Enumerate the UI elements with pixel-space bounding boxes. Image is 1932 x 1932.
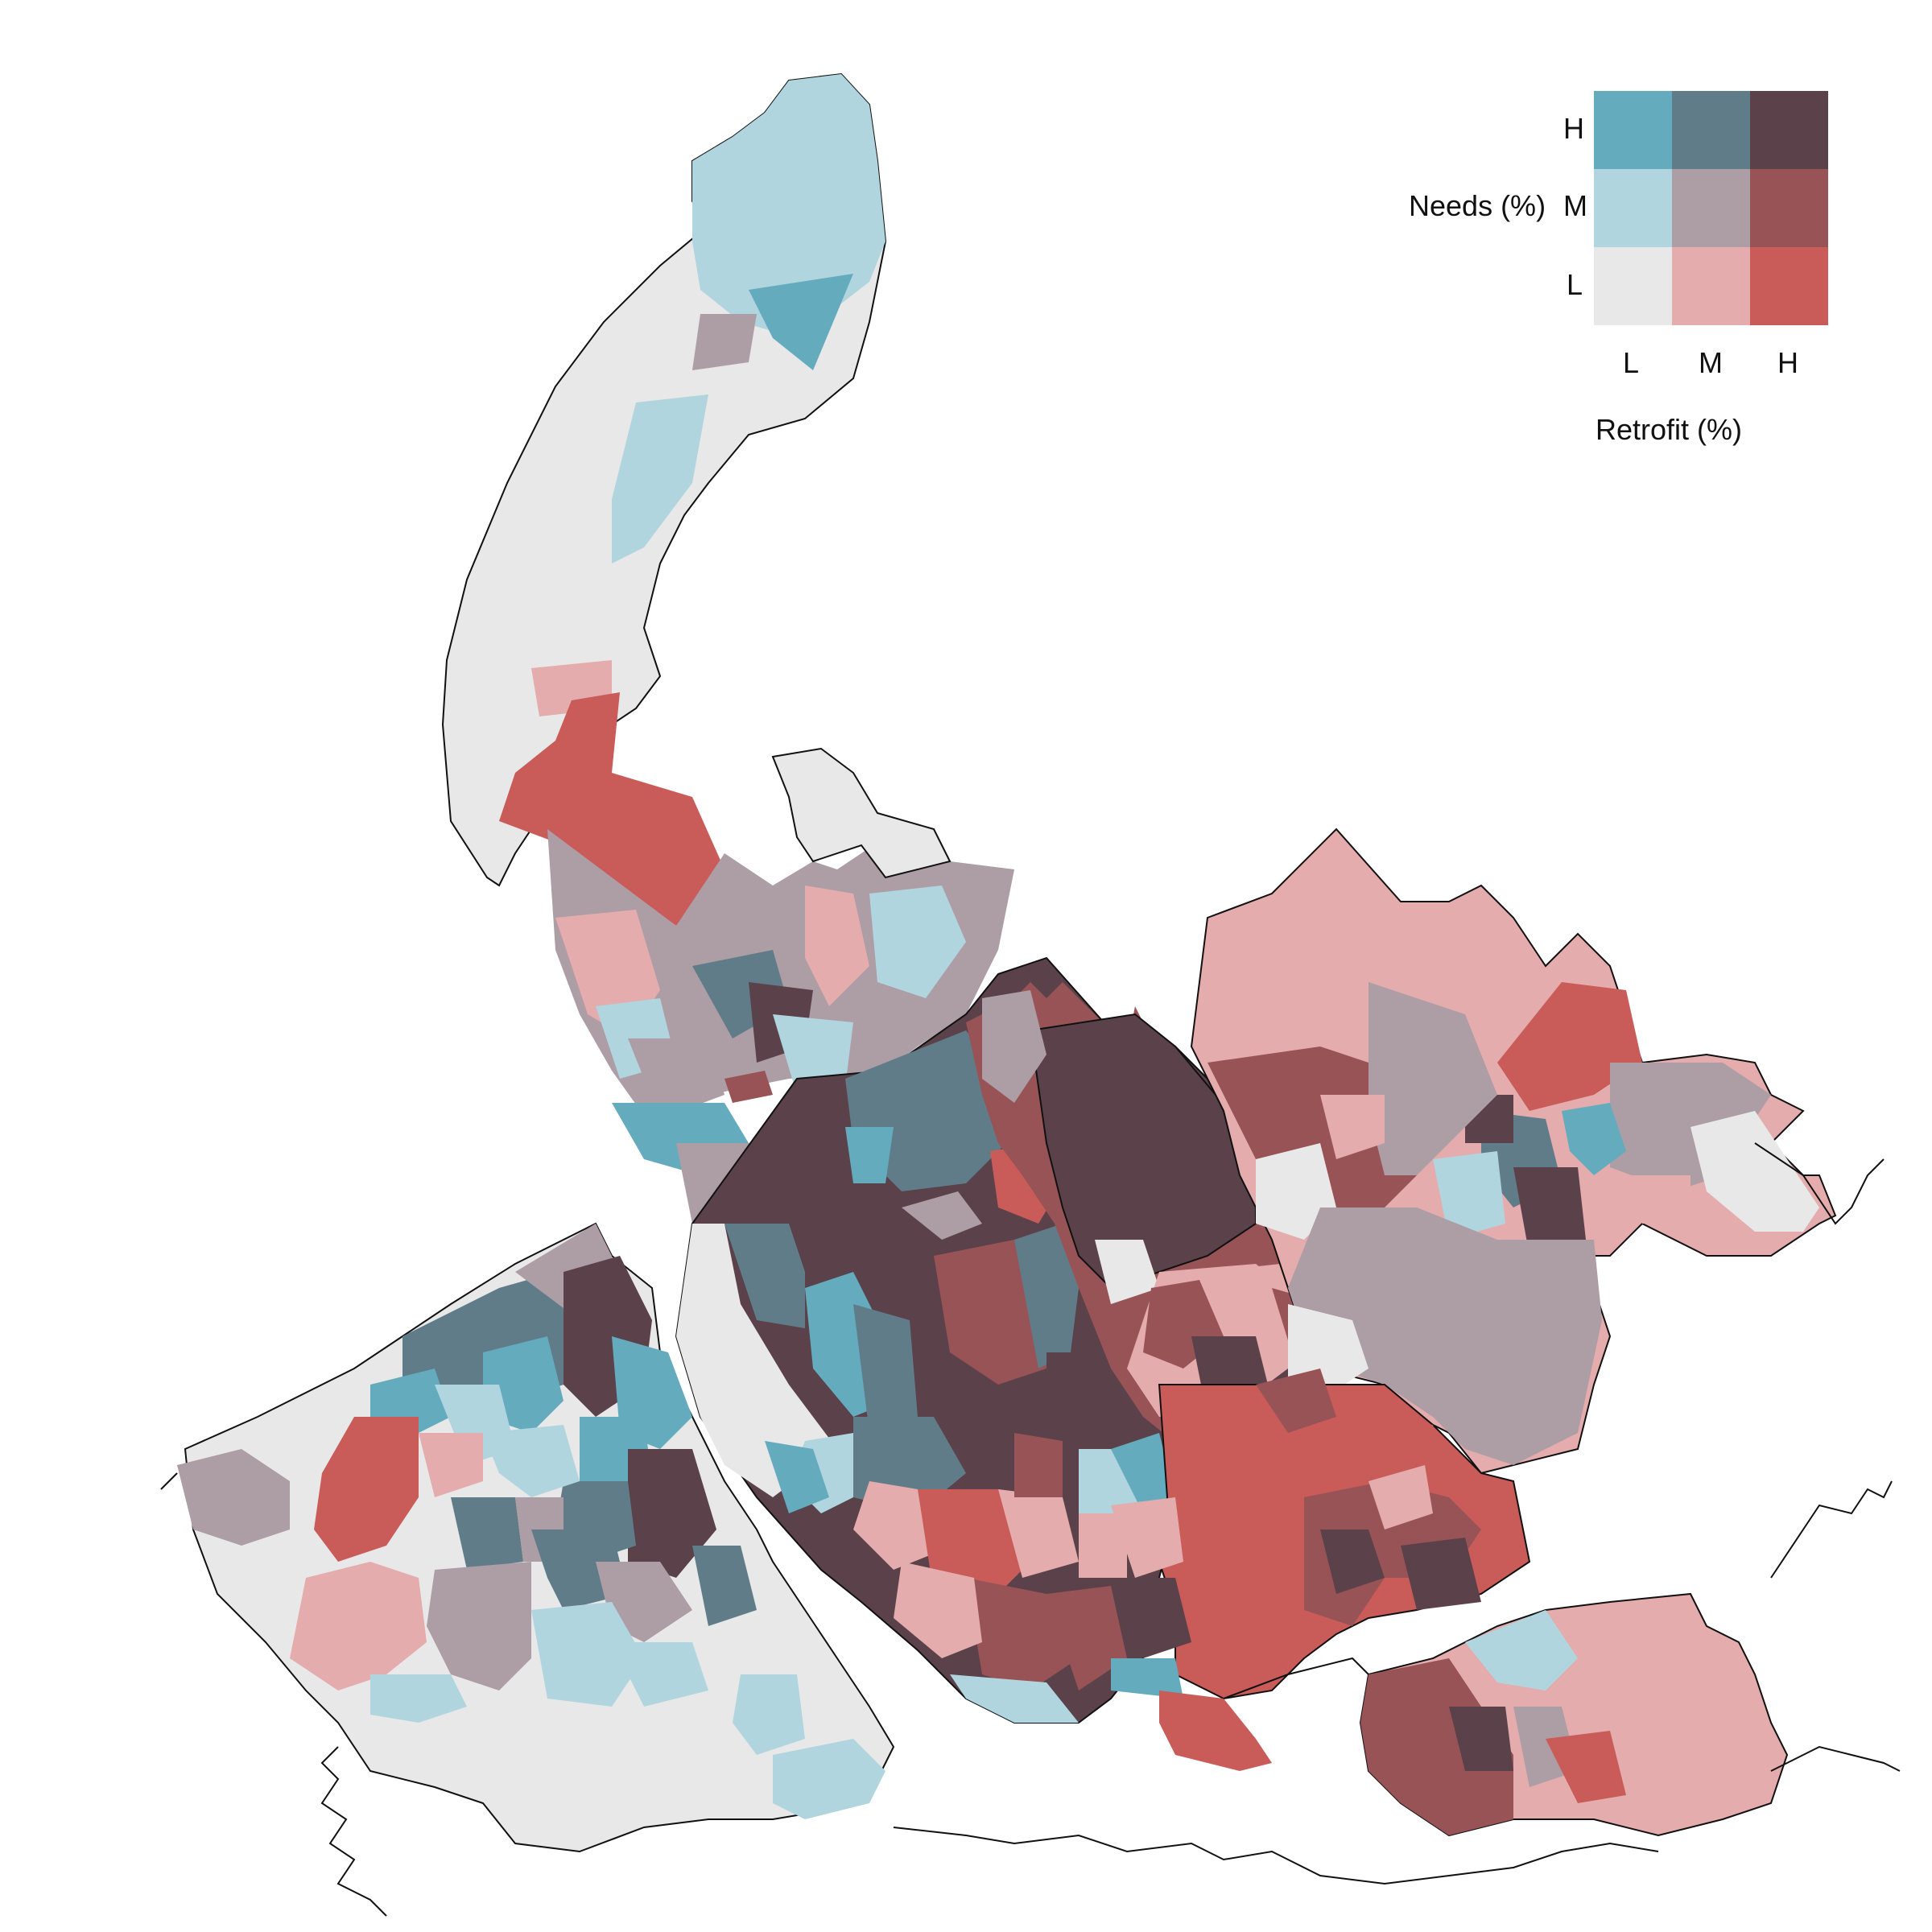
region xyxy=(1610,1175,1690,1224)
river-line xyxy=(1770,1480,1893,1579)
region xyxy=(1256,1368,1336,1433)
region xyxy=(427,1562,531,1690)
region xyxy=(1385,1417,1449,1489)
estuary-line xyxy=(1223,1657,1369,1699)
north-liverpool-district xyxy=(547,747,1014,1224)
legend-x-level-m: M xyxy=(1699,346,1723,379)
region xyxy=(1111,1497,1183,1578)
region xyxy=(894,1562,982,1658)
region xyxy=(1159,1690,1272,1771)
region xyxy=(998,1489,1079,1578)
region xyxy=(724,1224,805,1328)
region xyxy=(1111,1433,1175,1513)
region xyxy=(676,1224,837,1497)
coast-line xyxy=(893,1827,1659,1885)
legend-x-level-h: H xyxy=(1777,346,1798,379)
region xyxy=(1111,1658,1183,1699)
legend-cell-h-l xyxy=(1594,91,1672,169)
region xyxy=(1320,1095,1385,1159)
legend-x-title: Retrofit (%) xyxy=(1596,413,1743,446)
st-helens-district xyxy=(1190,828,1837,1475)
region xyxy=(765,1441,829,1513)
region xyxy=(1465,1610,1578,1690)
wirral-district xyxy=(177,1222,895,1853)
region xyxy=(1368,982,1497,1175)
region xyxy=(1014,1224,1079,1368)
legend-y-title: Needs (%) xyxy=(1409,189,1546,222)
legend-cell-l-h xyxy=(1750,247,1828,325)
region xyxy=(612,1642,708,1707)
region xyxy=(419,1433,483,1497)
region xyxy=(692,74,886,338)
region xyxy=(1046,1586,1127,1690)
region xyxy=(934,1240,1046,1385)
region xyxy=(628,1038,724,1119)
legend-x-level-l: L xyxy=(1623,346,1640,379)
region xyxy=(1690,1111,1819,1232)
region xyxy=(1433,1151,1505,1240)
region xyxy=(1401,1538,1481,1610)
legend-y-level-m: M xyxy=(1563,189,1587,222)
region xyxy=(692,314,757,370)
region xyxy=(869,886,966,998)
region xyxy=(451,1497,523,1570)
region xyxy=(773,1739,886,1819)
region xyxy=(1497,982,1642,1111)
region xyxy=(1029,1013,1257,1290)
region xyxy=(1360,1658,1513,1835)
region xyxy=(1079,1513,1127,1578)
region xyxy=(1208,1046,1417,1224)
region xyxy=(531,1602,644,1707)
legend-y-level-h: H xyxy=(1563,112,1584,145)
region xyxy=(1111,1578,1191,1658)
legend-cell-m-m xyxy=(1672,169,1750,247)
legend-cell-m-l xyxy=(1594,169,1672,247)
coast-line xyxy=(320,1746,387,1917)
coast-line xyxy=(160,1472,178,1490)
legend-cell-h-h xyxy=(1750,91,1828,169)
region xyxy=(1368,1465,1433,1530)
bivariate-legend: H Needs (%) M L L M H Retrofit (%) xyxy=(1360,76,1924,463)
region xyxy=(499,692,724,926)
region xyxy=(177,1449,290,1546)
region xyxy=(1546,1731,1626,1803)
region xyxy=(370,1674,467,1723)
region xyxy=(853,1304,918,1433)
legend-cell-h-m xyxy=(1672,91,1750,169)
river-line xyxy=(1754,1142,1885,1225)
region xyxy=(290,1562,427,1690)
region xyxy=(1513,1167,1586,1256)
legend-cell-l-m xyxy=(1672,247,1750,325)
region xyxy=(612,394,708,564)
river-line xyxy=(1770,1745,1901,1772)
region xyxy=(1014,1433,1063,1497)
region xyxy=(1562,1103,1626,1175)
region xyxy=(1095,1240,1159,1304)
region xyxy=(692,1546,757,1626)
region xyxy=(853,1481,934,1570)
region xyxy=(483,1425,580,1497)
region xyxy=(950,1674,1079,1723)
region xyxy=(1288,1208,1602,1465)
region xyxy=(902,1191,982,1240)
region xyxy=(1449,1707,1513,1771)
region xyxy=(724,1071,773,1103)
sefton-district xyxy=(441,72,887,926)
region xyxy=(1320,1530,1385,1594)
region xyxy=(982,990,1046,1103)
legend-cell-l-l xyxy=(1594,247,1672,325)
legend-y-level-l: L xyxy=(1567,268,1583,301)
region xyxy=(1256,1143,1336,1240)
region xyxy=(771,747,952,879)
region xyxy=(845,1127,894,1183)
region xyxy=(314,1417,419,1562)
region xyxy=(749,274,853,370)
legend-cell-m-h xyxy=(1750,169,1828,247)
region xyxy=(805,886,869,1006)
region xyxy=(733,1674,805,1755)
south-district xyxy=(1111,1368,1789,1837)
